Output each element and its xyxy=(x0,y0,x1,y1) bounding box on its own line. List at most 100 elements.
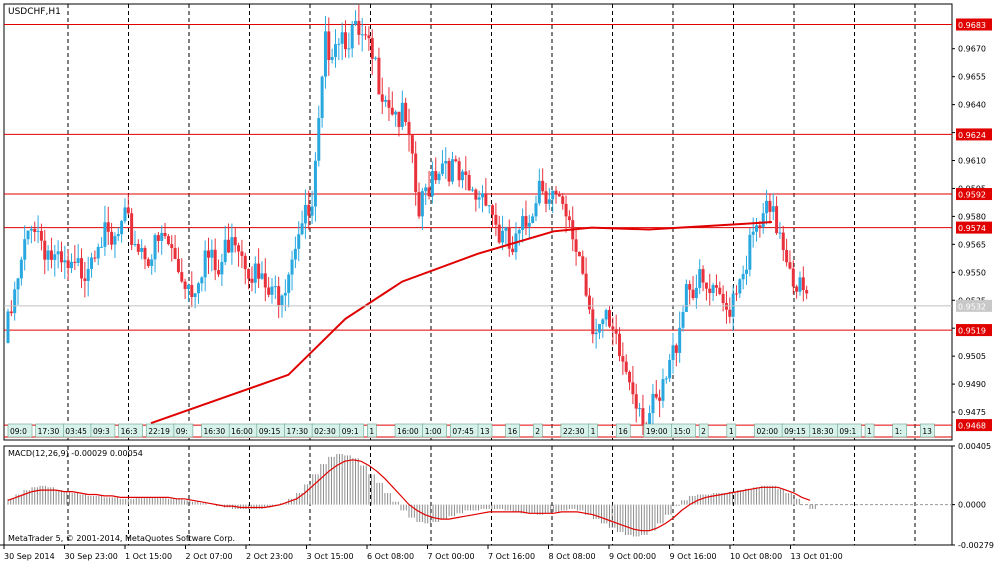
candle-body[interactable] xyxy=(173,248,177,259)
candle-body[interactable] xyxy=(587,295,591,310)
candle-body[interactable] xyxy=(66,260,70,269)
candle-body[interactable] xyxy=(126,207,130,214)
event-tag[interactable] xyxy=(615,423,631,438)
candle-body[interactable] xyxy=(427,187,431,197)
candle-body[interactable] xyxy=(414,153,418,193)
candle-body[interactable] xyxy=(243,255,247,270)
candle-body[interactable] xyxy=(130,213,134,245)
candle-body[interactable] xyxy=(29,228,33,231)
candle-body[interactable] xyxy=(477,197,481,200)
candle-body[interactable] xyxy=(277,286,281,306)
candle-body[interactable] xyxy=(283,292,287,296)
candle-body[interactable] xyxy=(748,234,752,270)
candle-body[interactable] xyxy=(237,245,241,252)
candle-body[interactable] xyxy=(547,199,551,204)
candle-body[interactable] xyxy=(597,324,601,333)
candle-body[interactable] xyxy=(230,237,234,253)
event-tag[interactable] xyxy=(892,423,908,438)
candle-body[interactable] xyxy=(156,235,160,241)
candle-body[interactable] xyxy=(59,251,63,263)
candle-body[interactable] xyxy=(728,309,732,317)
candle-body[interactable] xyxy=(333,44,337,57)
candle-body[interactable] xyxy=(638,408,642,410)
candle-body[interactable] xyxy=(113,236,117,245)
candle-body[interactable] xyxy=(36,230,40,232)
candle-body[interactable] xyxy=(684,284,688,312)
candle-body[interactable] xyxy=(494,214,498,225)
candle-body[interactable] xyxy=(430,171,434,197)
candle-body[interactable] xyxy=(143,247,147,260)
candle-body[interactable] xyxy=(384,99,388,102)
candle-body[interactable] xyxy=(103,222,107,247)
candle-body[interactable] xyxy=(557,193,561,197)
candle-body[interactable] xyxy=(390,107,394,115)
candle-body[interactable] xyxy=(527,222,531,227)
candle-body[interactable] xyxy=(43,240,47,260)
event-tag[interactable] xyxy=(422,423,448,438)
candle-body[interactable] xyxy=(217,270,221,275)
candle-body[interactable] xyxy=(551,190,555,200)
candle-body[interactable] xyxy=(731,293,735,317)
candle-body[interactable] xyxy=(33,228,37,232)
candle-body[interactable] xyxy=(524,216,528,227)
candle-body[interactable] xyxy=(618,333,622,357)
candle-body[interactable] xyxy=(404,102,408,122)
candles[interactable] xyxy=(6,4,809,436)
candle-body[interactable] xyxy=(350,24,354,49)
candle-body[interactable] xyxy=(457,161,461,181)
candle-body[interactable] xyxy=(694,287,698,299)
candle-body[interactable] xyxy=(287,274,291,293)
candle-body[interactable] xyxy=(567,216,571,221)
candle-body[interactable] xyxy=(801,277,805,291)
event-labels-row[interactable]: 09:0 17:30 03:45 09:3 16:3 22:19 09: 16:30 16:00… xyxy=(4,423,952,438)
candle-body[interactable] xyxy=(788,262,792,269)
candle-body[interactable] xyxy=(734,293,738,295)
event-tag[interactable] xyxy=(118,423,143,438)
candle-body[interactable] xyxy=(678,327,682,353)
candle-body[interactable] xyxy=(771,206,775,212)
candle-body[interactable] xyxy=(186,284,190,289)
candle-body[interactable] xyxy=(805,290,809,294)
candle-body[interactable] xyxy=(718,287,722,294)
candle-body[interactable] xyxy=(661,379,665,401)
candle-body[interactable] xyxy=(484,193,488,206)
candle-body[interactable] xyxy=(39,230,43,241)
candle-body[interactable] xyxy=(581,256,585,274)
candle-body[interactable] xyxy=(303,204,307,224)
event-tag[interactable] xyxy=(726,423,737,438)
candle-body[interactable] xyxy=(220,262,224,275)
candle-body[interactable] xyxy=(367,35,371,39)
candle-body[interactable] xyxy=(447,160,451,182)
candle-body[interactable] xyxy=(26,230,30,240)
candle-body[interactable] xyxy=(6,311,10,344)
candle-body[interactable] xyxy=(708,288,712,294)
candle-body[interactable] xyxy=(654,393,658,398)
candle-body[interactable] xyxy=(260,273,264,279)
candle-body[interactable] xyxy=(170,244,174,249)
candle-body[interactable] xyxy=(387,99,391,108)
candle-body[interactable] xyxy=(247,269,251,279)
candle-body[interactable] xyxy=(440,163,444,174)
candle-body[interactable] xyxy=(327,31,331,60)
candle-body[interactable] xyxy=(73,261,77,263)
candle-body[interactable] xyxy=(136,244,140,252)
candle-body[interactable] xyxy=(474,189,478,200)
candle-body[interactable] xyxy=(724,303,728,310)
candle-body[interactable] xyxy=(407,121,411,136)
event-tag[interactable] xyxy=(90,423,116,438)
candle-body[interactable] xyxy=(100,246,104,248)
candle-body[interactable] xyxy=(681,311,685,328)
candle-body[interactable] xyxy=(330,56,334,60)
candle-body[interactable] xyxy=(460,171,464,181)
candle-body[interactable] xyxy=(280,295,284,306)
candle-body[interactable] xyxy=(257,263,261,279)
candle-body[interactable] xyxy=(150,259,154,266)
candle-body[interactable] xyxy=(444,160,448,164)
candle-body[interactable] xyxy=(300,223,304,235)
candle-body[interactable] xyxy=(93,257,97,259)
candle-body[interactable] xyxy=(307,204,311,216)
event-tag[interactable] xyxy=(7,423,33,438)
candle-body[interactable] xyxy=(267,287,271,295)
candle-body[interactable] xyxy=(704,282,708,289)
candle-body[interactable] xyxy=(160,232,164,241)
